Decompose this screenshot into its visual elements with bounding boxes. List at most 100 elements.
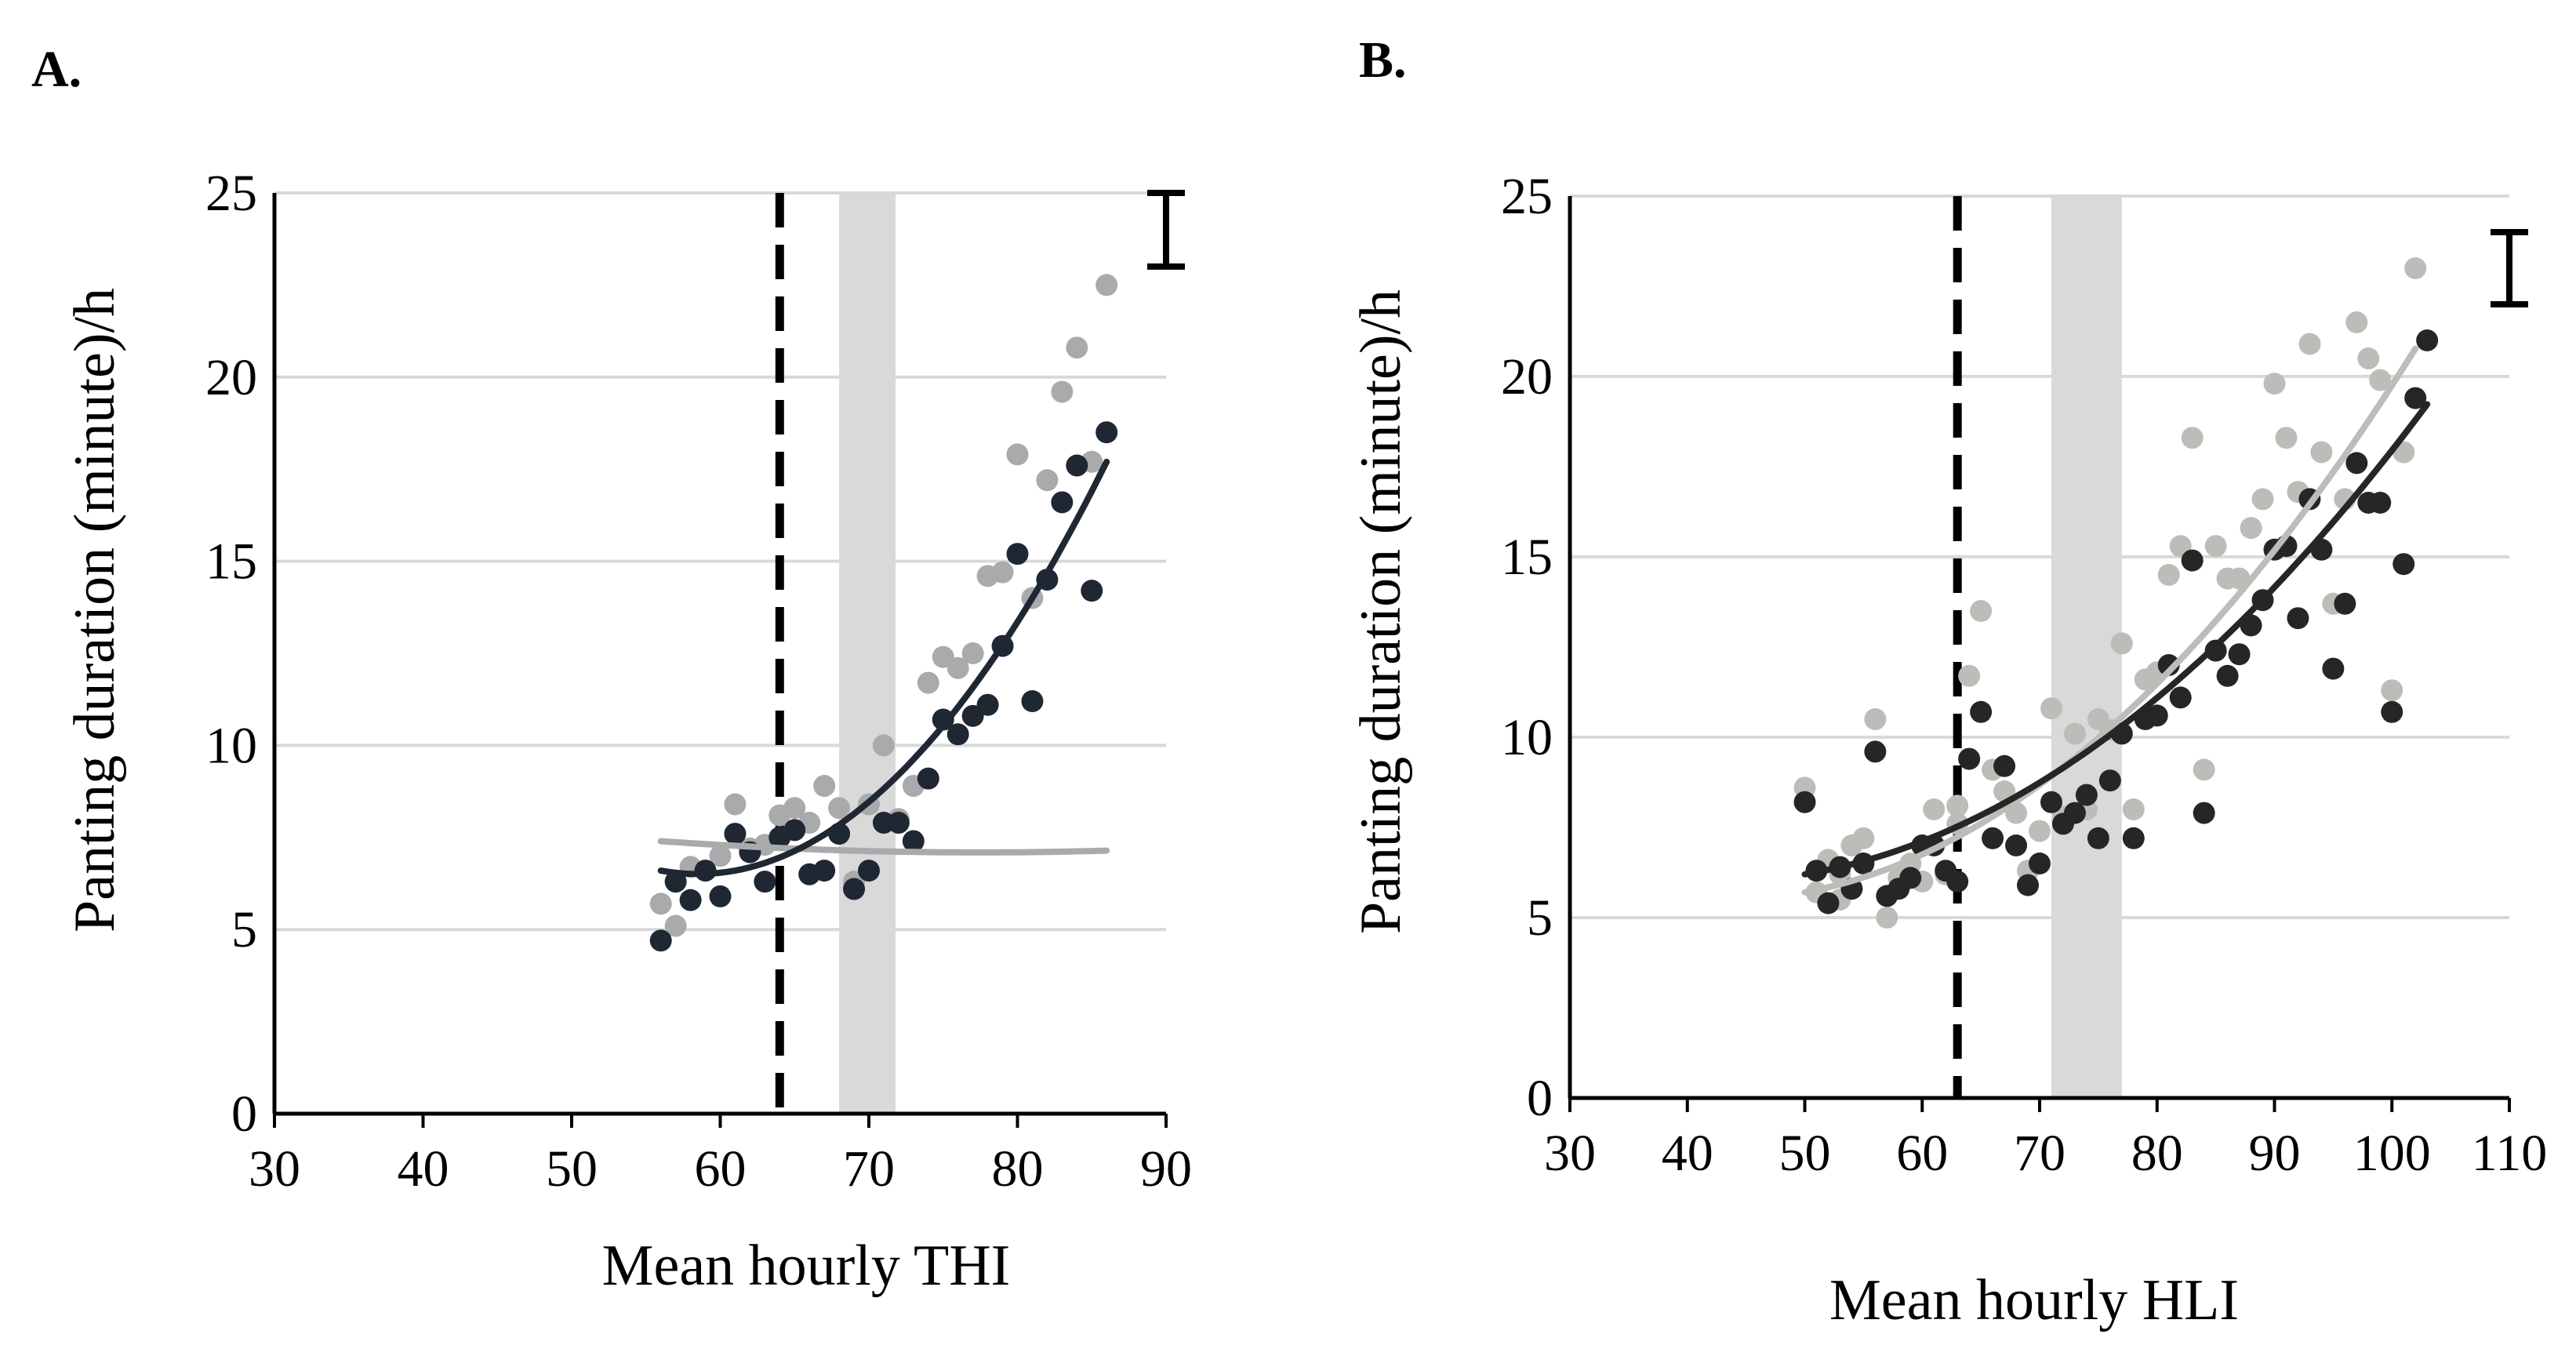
series-dark-point-b-53 xyxy=(2416,329,2439,351)
series-light-point-b-52 xyxy=(2381,679,2403,702)
series-light-point-b-41 xyxy=(2251,488,2274,511)
series-light-point-b-45 xyxy=(2298,333,2321,355)
chart-panel-a: A. 0 5 10 15 20 25 30 40 50 60 70 80 90 Mean hourly … xyxy=(31,41,1192,1298)
x-tick-label-a-60: 60 xyxy=(695,1140,747,1198)
series-dark-point-b-15 xyxy=(1970,700,1993,723)
shaded-band-b xyxy=(2051,196,2122,1098)
x-tick-label-b-40: 40 xyxy=(1662,1125,1713,1182)
y-axis-title-b: Panting duration (minute)/h xyxy=(1349,289,1413,934)
series-dark-point-a-14 xyxy=(858,860,880,882)
series-light-point-a-24 xyxy=(1006,443,1029,466)
x-tick-label-b-100: 100 xyxy=(2353,1125,2431,1182)
series-dark-point-a-18 xyxy=(917,767,939,790)
series-light-point-a-9 xyxy=(783,797,806,820)
y-tick-label-b-5: 5 xyxy=(1527,889,1553,947)
series-dark-point-a-17 xyxy=(902,830,925,853)
series-light-point-a-26 xyxy=(1036,469,1059,492)
series-light-point-b-25 xyxy=(2063,722,2086,745)
series-light-point-b-35 xyxy=(2181,427,2204,449)
series-dark-point-b-32 xyxy=(2169,686,2192,709)
series-light-point-a-23 xyxy=(991,561,1014,584)
error-bar-b xyxy=(2491,229,2528,307)
series-light-point-a-1 xyxy=(664,914,687,937)
series-light-point-b-50 xyxy=(2357,347,2380,369)
series-light-point-b-40 xyxy=(2240,517,2262,540)
series-light-point-b-46 xyxy=(2310,441,2333,464)
trend-lines-b xyxy=(1801,345,2431,896)
series-dark-point-b-14 xyxy=(1958,747,1981,770)
series-dark-point-a-0 xyxy=(649,929,672,952)
series-dark-point-a-9 xyxy=(783,819,806,842)
series-dark-point-a-29 xyxy=(1081,580,1103,602)
series-dark-point-b-20 xyxy=(2029,853,2051,874)
series-light-point-b-23 xyxy=(2040,697,2062,720)
x-axis-title-a: Mean hourly THI xyxy=(602,1234,1011,1298)
series-dark-point-b-28 xyxy=(2122,827,2145,849)
grid-lines-b xyxy=(1570,195,2509,919)
series-light-point-a-30 xyxy=(1095,274,1118,296)
series-dark-point-b-13 xyxy=(1946,871,1969,893)
series-dark-point-b-42 xyxy=(2287,607,2309,630)
series-dark-point-a-13 xyxy=(843,878,866,900)
y-tick-label-a-15: 15 xyxy=(205,533,257,591)
panel-label-b: B. xyxy=(1359,31,1407,89)
series-dark-point-b-16 xyxy=(1982,827,2004,849)
y-tick-label-b-0: 0 xyxy=(1527,1070,1553,1127)
series-light-point-a-21 xyxy=(961,642,984,664)
series-light-point-a-20 xyxy=(946,656,969,679)
series-dark-trend-line-a xyxy=(657,458,1110,878)
series-dark-point-b-2 xyxy=(1817,892,1840,914)
series-dark-point-a-7 xyxy=(754,871,776,893)
tick-labels-a: 0 5 10 15 20 25 30 40 50 60 70 80 90 xyxy=(205,165,1192,1198)
series-dark-point-a-11 xyxy=(813,860,836,882)
y-tick-label-a-0: 0 xyxy=(231,1085,257,1143)
series-dark-point-a-2 xyxy=(679,889,702,911)
series-light-trend-line-a xyxy=(657,838,1110,856)
y-tick-label-b-20: 20 xyxy=(1501,348,1553,405)
series-light-point-b-17 xyxy=(1970,600,1993,622)
series-light-point-b-49 xyxy=(2345,311,2368,333)
series-light-point-b-12 xyxy=(1923,798,1946,820)
series-light-point-a-18 xyxy=(917,671,939,694)
series-dark-point-b-45 xyxy=(2322,657,2345,680)
x-tick-label-b-110: 110 xyxy=(2472,1125,2548,1182)
series-light-point-a-28 xyxy=(1066,336,1088,359)
series-dark-point-a-4 xyxy=(709,885,732,907)
series-dark-point-b-50 xyxy=(2381,700,2403,723)
series-dark-point-a-27 xyxy=(1051,491,1074,514)
series-dark-point-b-24 xyxy=(2075,783,2098,806)
series-dark-point-b-49 xyxy=(2369,492,2392,514)
x-tick-label-b-90: 90 xyxy=(2249,1125,2301,1182)
y-tick-label-a-20: 20 xyxy=(205,349,257,406)
series-dark-point-a-24 xyxy=(1006,543,1029,565)
y-axis-title-a: Panting duration (minute)/h xyxy=(63,288,127,933)
series-dark-point-b-30 xyxy=(2145,704,2168,727)
x-tick-label-a-30: 30 xyxy=(249,1140,300,1198)
series-dark-point-b-25 xyxy=(2087,827,2109,849)
series-dark-point-b-37 xyxy=(2228,643,2251,666)
series-light-point-a-0 xyxy=(649,893,672,915)
series-light-point-b-42 xyxy=(2263,373,2286,395)
series-light-point-b-22 xyxy=(2029,820,2051,842)
y-tick-label-a-25: 25 xyxy=(205,165,257,222)
series-dark-trend-line-b xyxy=(1801,401,2431,878)
shaded-band-a xyxy=(839,193,896,1114)
series-light-point-b-37 xyxy=(2204,535,2227,558)
x-tick-label-a-80: 80 xyxy=(992,1140,1044,1198)
series-dark-point-b-0 xyxy=(1793,791,1816,813)
x-tick-label-a-50: 50 xyxy=(546,1140,598,1198)
series-dark-point-b-19 xyxy=(2017,874,2040,896)
series-light-trend-line-b xyxy=(1801,345,2419,896)
series-dark-point-a-5 xyxy=(724,823,747,845)
series-light-point-a-4 xyxy=(709,845,732,867)
x-tick-label-a-40: 40 xyxy=(398,1140,449,1198)
series-dark-point-b-51 xyxy=(2393,553,2415,576)
x-tick-label-a-90: 90 xyxy=(1140,1140,1192,1198)
series-dark-point-a-16 xyxy=(887,812,910,834)
series-light-point-b-51 xyxy=(2369,369,2392,391)
x-tick-label-b-30: 30 xyxy=(1544,1125,1596,1182)
series-light-point-b-54 xyxy=(2404,257,2427,279)
y-tick-label-a-5: 5 xyxy=(231,901,257,958)
series-dark-point-b-34 xyxy=(2193,802,2215,824)
